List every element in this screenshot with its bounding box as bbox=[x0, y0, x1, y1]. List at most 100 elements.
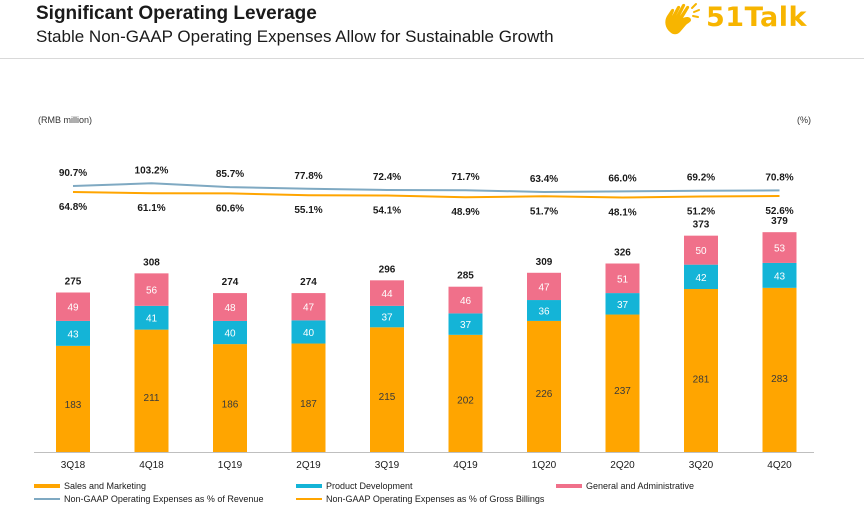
bar-product-development bbox=[448, 313, 483, 335]
data-label: 44 bbox=[381, 289, 393, 300]
bar-general-admin bbox=[213, 293, 247, 321]
bar-product-development bbox=[605, 293, 640, 315]
data-label: 49 bbox=[67, 303, 79, 314]
bar-general-admin bbox=[527, 272, 561, 301]
total-label: 296 bbox=[379, 264, 396, 275]
x-tick-label: 1Q20 bbox=[532, 460, 557, 471]
total-label: 373 bbox=[693, 220, 710, 231]
company-logo: 51Talk bbox=[662, 2, 832, 36]
total-label: 309 bbox=[536, 257, 553, 268]
data-label: 46 bbox=[460, 296, 472, 307]
billings-pct-label: 60.6% bbox=[216, 203, 244, 214]
line-opex-pct-billings bbox=[72, 191, 780, 199]
logo-text: 51Talk bbox=[706, 2, 807, 33]
bar-product-development bbox=[213, 320, 247, 345]
total-label: 379 bbox=[771, 216, 788, 227]
total-label: 274 bbox=[222, 277, 239, 288]
revenue-pct-label: 90.7% bbox=[59, 168, 87, 179]
x-tick-label: 4Q18 bbox=[139, 460, 164, 471]
revenue-pct-label: 72.4% bbox=[373, 172, 401, 183]
bar-sales-marketing bbox=[56, 345, 90, 452]
data-label: 215 bbox=[379, 392, 396, 403]
data-label: 48 bbox=[224, 303, 236, 314]
bar-sales-marketing bbox=[291, 343, 326, 452]
bar-product-development bbox=[134, 305, 169, 330]
billings-pct-label: 51.2% bbox=[687, 206, 715, 217]
bar-sales-marketing bbox=[684, 289, 718, 452]
hand-icon bbox=[665, 3, 700, 35]
right-unit-label: (%) bbox=[797, 115, 811, 125]
legend-label-revenue: Non-GAAP Operating Expenses as % of Reve… bbox=[64, 494, 264, 504]
bar-product-development bbox=[527, 300, 561, 321]
revenue-pct-label: 69.2% bbox=[687, 173, 715, 184]
bar-general-admin bbox=[370, 280, 404, 306]
billings-pct-label: 55.1% bbox=[294, 205, 322, 216]
legend-label-ga: General and Administrative bbox=[586, 481, 695, 491]
billings-pct-label: 54.1% bbox=[373, 206, 401, 217]
data-label: 36 bbox=[538, 306, 550, 317]
line-opex-pct-revenue bbox=[72, 182, 780, 194]
data-label: 40 bbox=[303, 328, 315, 339]
revenue-pct-label: 103.2% bbox=[135, 165, 169, 176]
x-tick-label: 2Q19 bbox=[296, 460, 321, 471]
data-label: 41 bbox=[146, 314, 158, 325]
data-label: 51 bbox=[617, 274, 629, 285]
data-label: 183 bbox=[65, 400, 82, 411]
bar-product-development bbox=[684, 264, 718, 290]
data-label: 202 bbox=[457, 395, 474, 406]
bar-general-admin bbox=[684, 235, 718, 265]
legend-line-billings bbox=[296, 498, 322, 500]
data-label: 43 bbox=[774, 271, 786, 282]
data-label: 187 bbox=[300, 399, 317, 410]
bar-product-development bbox=[762, 262, 797, 288]
slide-title: Significant Operating Leverage bbox=[36, 3, 317, 24]
bar-general-admin bbox=[605, 263, 640, 294]
bar-general-admin bbox=[762, 232, 797, 263]
data-label: 56 bbox=[146, 286, 158, 297]
x-tick-label: 3Q20 bbox=[689, 460, 714, 471]
bar-sales-marketing bbox=[134, 329, 169, 452]
bar-general-admin bbox=[448, 286, 483, 314]
revenue-pct-label: 70.8% bbox=[765, 172, 793, 183]
bar-sales-marketing bbox=[213, 344, 247, 452]
data-label: 47 bbox=[303, 303, 315, 314]
legend-line-revenue bbox=[34, 498, 60, 500]
legend-swatch-sales bbox=[34, 484, 60, 488]
bar-general-admin bbox=[134, 273, 169, 306]
billings-pct-label: 52.6% bbox=[765, 206, 793, 217]
x-tick-label: 3Q18 bbox=[61, 460, 86, 471]
data-label: 50 bbox=[695, 246, 707, 257]
bar-product-development bbox=[291, 320, 326, 344]
data-label: 37 bbox=[381, 313, 393, 324]
billings-pct-label: 61.1% bbox=[137, 203, 165, 214]
revenue-pct-label: 66.0% bbox=[608, 173, 636, 184]
data-label: 53 bbox=[774, 244, 786, 255]
legend-label-sales: Sales and Marketing bbox=[64, 481, 147, 491]
x-tick-label: 3Q19 bbox=[375, 460, 400, 471]
total-label: 275 bbox=[65, 277, 82, 288]
x-tick-label: 4Q19 bbox=[453, 460, 478, 471]
bar-sales-marketing bbox=[370, 327, 404, 452]
slide-subtitle: Stable Non-GAAP Operating Expenses Allow… bbox=[36, 27, 554, 46]
bar-sales-marketing bbox=[605, 314, 640, 452]
revenue-pct-label: 71.7% bbox=[451, 172, 479, 183]
data-label: 40 bbox=[224, 329, 236, 340]
data-label: 283 bbox=[771, 374, 788, 385]
bar-product-development bbox=[56, 320, 90, 346]
legend-swatch-product bbox=[296, 484, 322, 488]
bar-sales-marketing bbox=[448, 334, 483, 452]
bar-product-development bbox=[370, 305, 404, 328]
total-label: 285 bbox=[457, 271, 474, 282]
left-unit-label: (RMB million) bbox=[38, 115, 92, 125]
billings-pct-label: 64.8% bbox=[59, 202, 87, 213]
data-label: 211 bbox=[144, 393, 160, 404]
legend-label-billings: Non-GAAP Operating Expenses as % of Gros… bbox=[326, 494, 545, 504]
revenue-pct-label: 85.7% bbox=[216, 169, 244, 180]
x-tick-label: 1Q19 bbox=[218, 460, 243, 471]
slide-header: Significant Operating Leverage Stable No… bbox=[0, 0, 864, 59]
data-label: 37 bbox=[460, 320, 472, 331]
legend-swatch-ga bbox=[556, 484, 582, 488]
data-label: 237 bbox=[614, 386, 631, 397]
bar-sales-marketing bbox=[762, 287, 797, 452]
